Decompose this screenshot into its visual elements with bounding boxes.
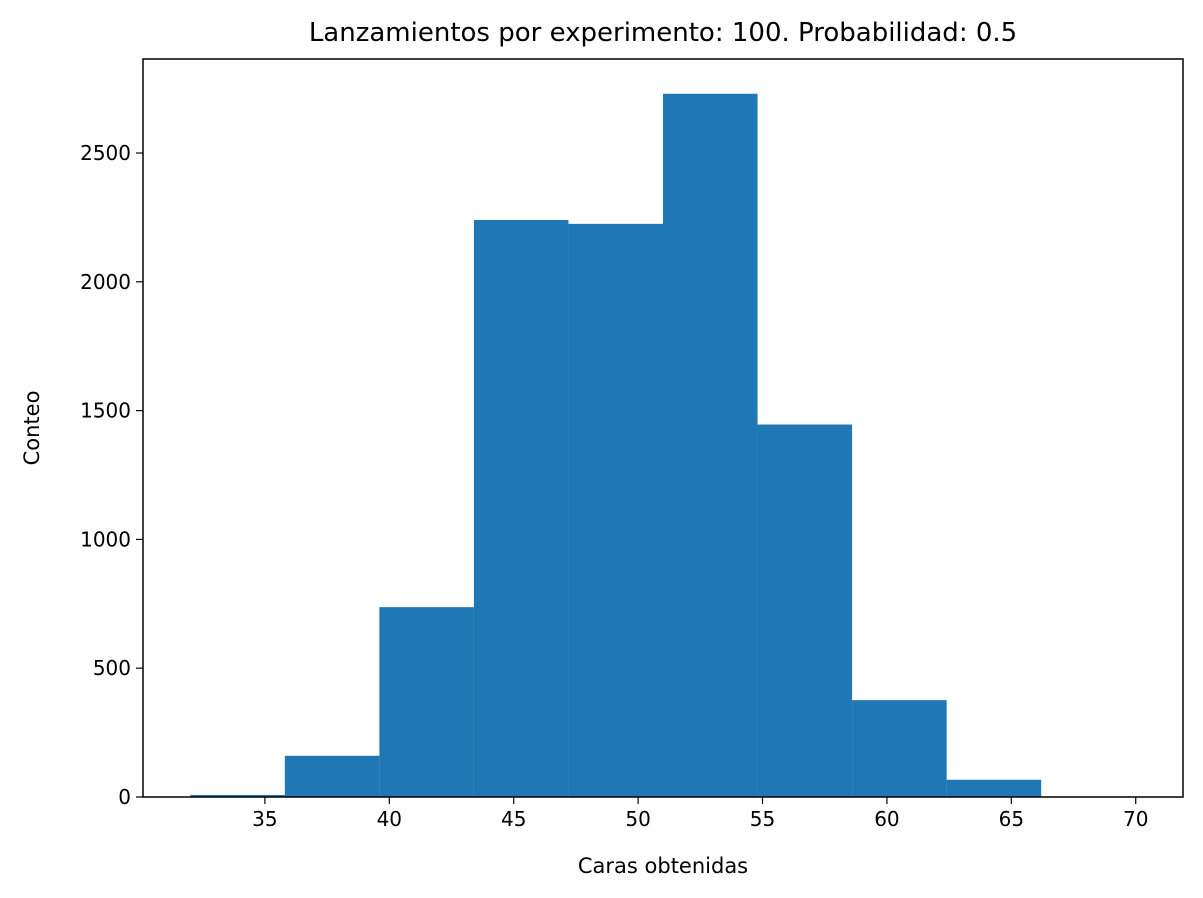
x-tick-label: 70 bbox=[1123, 807, 1148, 831]
x-tick-label: 40 bbox=[377, 807, 402, 831]
histogram-bar-0 bbox=[190, 794, 285, 797]
histogram-bar-8 bbox=[946, 779, 1042, 797]
histogram-bar-3 bbox=[473, 219, 569, 798]
histogram-bars bbox=[190, 93, 1136, 798]
x-axis: 35 40 45 50 55 60 65 70 bbox=[252, 797, 1148, 831]
histogram-bar-7 bbox=[852, 700, 947, 797]
x-tick-label: 65 bbox=[999, 807, 1024, 831]
x-tick-label: 60 bbox=[874, 807, 899, 831]
x-tick-label: 55 bbox=[750, 807, 775, 831]
y-tick-label: 1000 bbox=[80, 527, 131, 551]
x-tick-label: 45 bbox=[501, 807, 526, 831]
x-tick-label: 50 bbox=[625, 807, 650, 831]
histogram-bar-2 bbox=[379, 607, 474, 797]
y-axis-label: Conteo bbox=[20, 391, 44, 466]
x-tick-label: 35 bbox=[252, 807, 277, 831]
x-axis-label: Caras obtenidas bbox=[578, 854, 748, 878]
histogram-bar-4 bbox=[568, 223, 663, 797]
y-tick-label: 1500 bbox=[80, 399, 131, 423]
y-tick-label: 2000 bbox=[80, 270, 131, 294]
histogram-bar-1 bbox=[284, 755, 380, 797]
y-axis: 0 500 1000 1500 2000 2500 bbox=[80, 141, 143, 809]
histogram-bar-5 bbox=[663, 93, 758, 797]
y-tick-label: 2500 bbox=[80, 141, 131, 165]
y-tick-label: 0 bbox=[118, 785, 131, 809]
y-tick-label: 500 bbox=[93, 656, 131, 680]
chart-title: Lanzamientos por experimento: 100. Proba… bbox=[309, 18, 1017, 48]
plot-frame bbox=[142, 58, 1184, 798]
histogram-bar-6 bbox=[757, 424, 853, 797]
